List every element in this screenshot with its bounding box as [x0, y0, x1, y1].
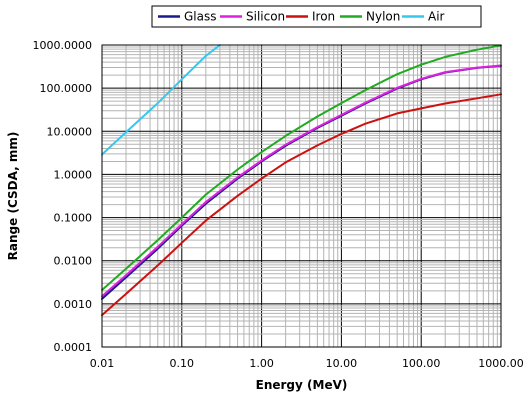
series-line-silicon [101, 64, 502, 298]
series-line-air [101, 44, 221, 156]
y-tick-label: 1000.0000 [33, 39, 93, 52]
y-tick-label: 10.0000 [47, 125, 93, 138]
legend-label-air: Air [428, 10, 445, 24]
y-tick-label: 0.0001 [54, 341, 93, 354]
legend-label-silicon: Silicon [246, 10, 285, 24]
x-axis-title: Energy (MeV) [256, 378, 348, 392]
x-tick-label: 1000.00 [478, 357, 524, 370]
y-tick-label: 0.0100 [54, 255, 93, 268]
plot-area-frame [101, 44, 502, 348]
x-tick-label: 1.00 [249, 357, 274, 370]
y-tick-label: 0.1000 [54, 212, 93, 225]
y-axis-title: Range (CSDA, mm) [6, 132, 20, 261]
legend: Glass Silicon Iron Nylon Air [151, 5, 482, 28]
series-line-nylon [101, 44, 502, 291]
y-tick-label: 1.0000 [54, 168, 93, 181]
x-tick-label: 10.00 [326, 357, 358, 370]
y-tick-label: 100.0000 [40, 82, 93, 95]
series-line-iron [101, 93, 502, 317]
y-tick-label: 0.0010 [54, 298, 93, 311]
legend-label-nylon: Nylon [366, 10, 400, 24]
x-tick-label: 100.00 [402, 357, 441, 370]
legend-label-glass: Glass [184, 10, 217, 24]
x-tick-label: 0.10 [170, 357, 195, 370]
legend-label-iron: Iron [312, 10, 335, 24]
legend-box [151, 5, 482, 28]
x-tick-label: 0.01 [90, 357, 115, 370]
